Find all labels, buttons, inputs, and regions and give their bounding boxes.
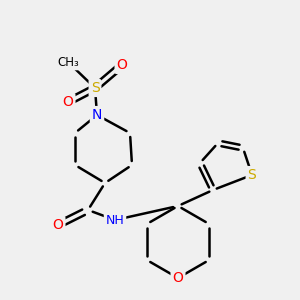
Text: O: O <box>52 218 63 232</box>
Text: O: O <box>117 58 128 72</box>
Text: S: S <box>91 81 99 95</box>
Text: S: S <box>248 168 256 182</box>
Text: N: N <box>92 108 102 122</box>
Text: O: O <box>172 271 183 285</box>
Text: CH₃: CH₃ <box>57 56 79 68</box>
Text: NH: NH <box>106 214 124 226</box>
Text: O: O <box>63 95 74 109</box>
